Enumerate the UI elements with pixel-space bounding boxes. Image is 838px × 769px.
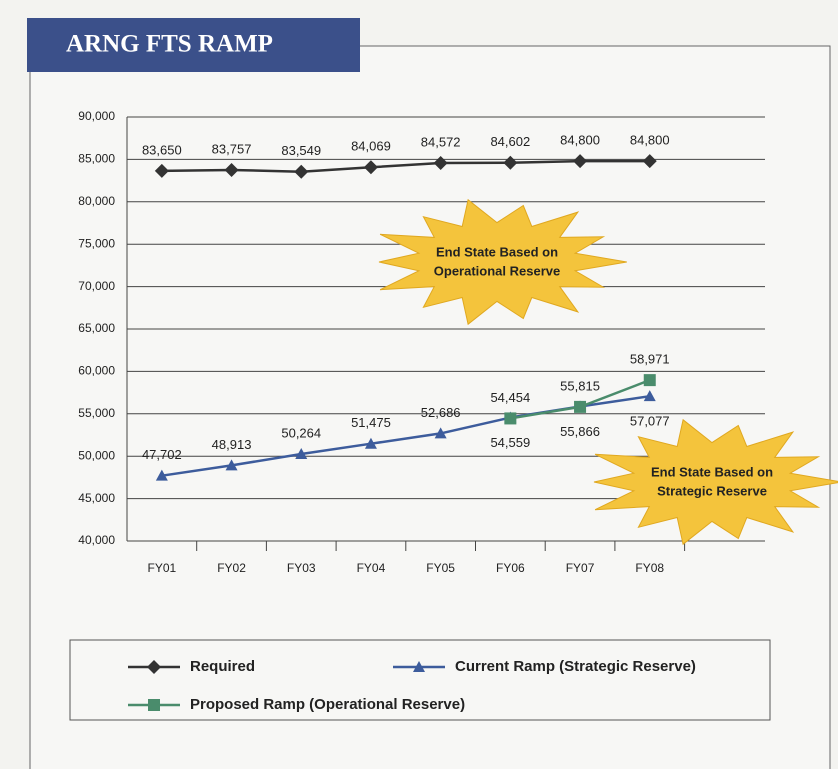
x-tick-label: FY08 [635, 561, 664, 575]
y-tick-label: 80,000 [78, 194, 115, 208]
y-tick-label: 50,000 [78, 448, 115, 462]
data-point [643, 374, 656, 387]
y-tick-label: 55,000 [78, 406, 115, 420]
data-point [294, 164, 309, 179]
data-point [503, 155, 518, 170]
y-tick-label: 65,000 [78, 321, 115, 335]
x-tick-label: FY03 [287, 561, 316, 575]
data-label: 58,971 [630, 352, 670, 367]
data-label: 55,866 [560, 424, 600, 439]
y-tick-label: 45,000 [78, 491, 115, 505]
legend-label: Current Ramp (Strategic Reserve) [455, 658, 696, 675]
data-label: 50,264 [281, 425, 321, 440]
series-line [161, 159, 650, 173]
data-point [295, 447, 308, 459]
data-point [363, 160, 378, 175]
data-label: 54,454 [490, 390, 530, 405]
starburst [378, 198, 627, 326]
annotation: End State Based on [651, 464, 773, 479]
data-label: 57,077 [630, 414, 670, 429]
chart-title: ARNG FTS RAMP [66, 31, 273, 58]
data-point [364, 437, 377, 449]
data-point [504, 412, 517, 425]
data-label: 52,686 [421, 405, 461, 420]
data-label: 83,757 [212, 141, 252, 156]
annotation: End State Based on [436, 244, 558, 259]
data-label: 55,815 [560, 378, 600, 393]
annotation: Operational Reserve [434, 263, 560, 278]
legend-marker [148, 699, 160, 711]
data-point [154, 163, 169, 178]
y-tick-label: 40,000 [78, 533, 115, 547]
data-label: 84,069 [351, 139, 391, 154]
legend-marker [413, 661, 425, 672]
data-label: 47,702 [142, 447, 182, 462]
data-point [433, 156, 448, 171]
legend-label: Proposed Ramp (Operational Reserve) [190, 696, 465, 713]
x-tick-label: FY07 [566, 561, 595, 575]
legend-marker [147, 660, 161, 674]
data-label: 84,800 [630, 133, 670, 148]
data-label: 48,913 [212, 437, 252, 452]
data-point [155, 469, 168, 481]
data-point [434, 427, 447, 439]
y-tick-label: 85,000 [78, 152, 115, 166]
y-tick-label: 90,000 [78, 109, 115, 123]
data-label: 83,650 [142, 142, 182, 157]
y-tick-label: 60,000 [78, 364, 115, 378]
data-label: 84,800 [560, 133, 600, 148]
y-tick-label: 70,000 [78, 279, 115, 293]
x-tick-label: FY05 [426, 561, 455, 575]
data-label: 51,475 [351, 415, 391, 430]
x-tick-label: FY06 [496, 561, 525, 575]
data-point [574, 400, 587, 413]
starburst [593, 418, 838, 546]
data-point [224, 162, 239, 177]
data-label: 83,549 [281, 143, 321, 158]
legend-label: Required [190, 658, 255, 675]
legend-box [69, 639, 771, 721]
data-label: 54,559 [490, 435, 530, 450]
data-point [573, 154, 588, 169]
data-label: 84,572 [421, 134, 461, 149]
data-point [642, 154, 657, 169]
data-label: 84,602 [490, 134, 530, 149]
y-tick-label: 75,000 [78, 236, 115, 250]
data-point [643, 390, 656, 402]
data-point [225, 459, 238, 471]
annotation: Strategic Reserve [657, 483, 767, 498]
title-banner [27, 18, 360, 72]
x-tick-label: FY04 [357, 561, 386, 575]
x-tick-label: FY01 [148, 561, 177, 575]
x-tick-label: FY02 [217, 561, 246, 575]
